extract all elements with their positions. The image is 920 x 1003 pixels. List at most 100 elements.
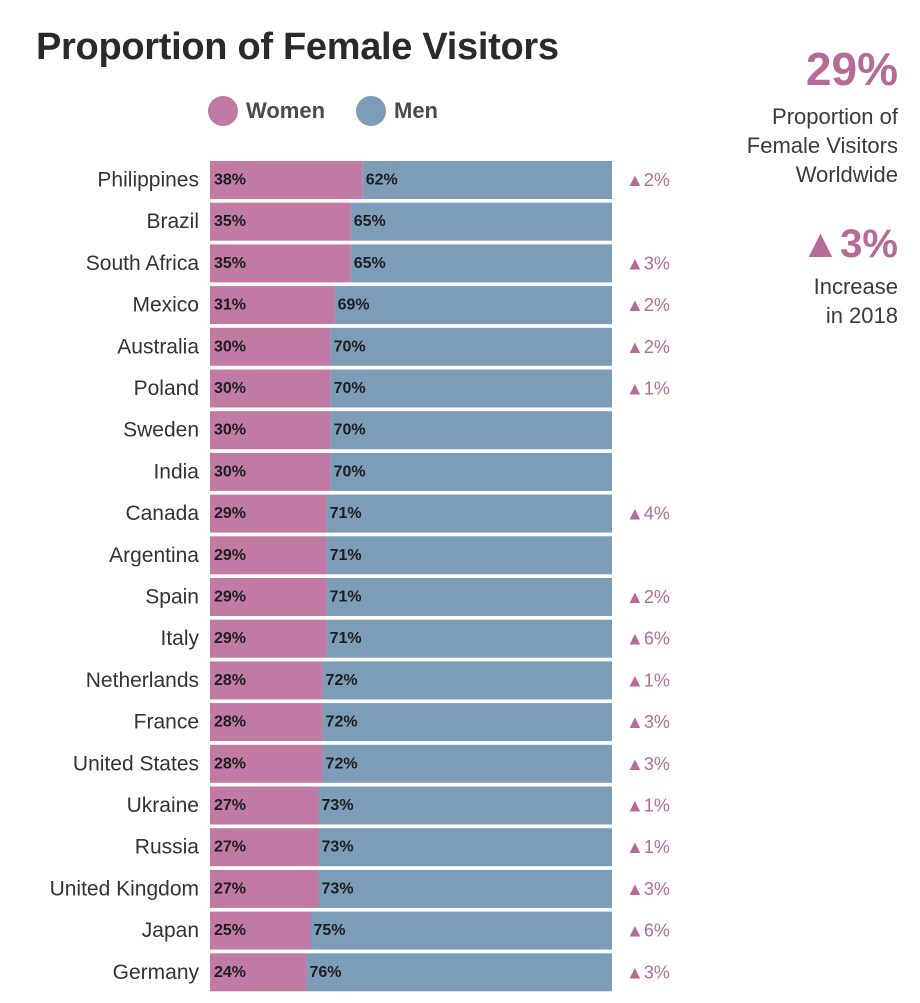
legend-label-women: Women	[246, 98, 326, 123]
bar-women-south-africa	[210, 244, 351, 283]
bar-women-australia	[210, 327, 331, 366]
increase-summary: ▲3% Increase in 2018	[801, 224, 898, 330]
bar-men-netherlands	[322, 661, 612, 700]
change-label-spain: ▲2%	[626, 587, 670, 607]
data-label-men-sweden: 70%	[334, 422, 366, 439]
chart-title: Proportion of Female Visitors	[36, 26, 559, 68]
data-label-women-russia: 27%	[214, 839, 246, 856]
data-label-men-united-kingdom: 73%	[322, 880, 354, 897]
data-label-men-india: 70%	[334, 463, 366, 480]
bar-women-netherlands	[210, 661, 323, 700]
data-label-women-united-kingdom: 27%	[214, 880, 246, 897]
category-label-sweden: Sweden	[123, 419, 199, 442]
category-label-poland: Poland	[134, 377, 199, 400]
data-label-women-poland: 30%	[214, 380, 246, 397]
bar-women-italy	[210, 619, 327, 658]
data-label-men-south-africa: 65%	[354, 255, 386, 272]
bar-women-germany	[210, 953, 307, 992]
category-label-france: France	[134, 711, 199, 734]
bar-men-united-kingdom	[318, 869, 612, 908]
data-label-men-germany: 76%	[309, 964, 341, 981]
legend-swatch-men	[356, 96, 386, 126]
bar-men-south-africa	[350, 244, 612, 283]
bar-women-brazil	[210, 202, 351, 241]
increase-label-line-2: in 2018	[825, 303, 898, 328]
change-label-united-states: ▲3%	[626, 754, 670, 774]
data-label-women-ukraine: 27%	[214, 797, 246, 814]
bar-men-france	[322, 703, 612, 742]
data-label-men-poland: 70%	[334, 380, 366, 397]
bar-women-ukraine	[210, 786, 319, 825]
bar-women-japan	[210, 911, 311, 950]
change-label-italy: ▲6%	[626, 629, 670, 649]
bar-men-spain	[326, 578, 612, 616]
category-label-spain: Spain	[145, 586, 199, 609]
data-label-women-india: 30%	[214, 463, 246, 480]
data-label-women-argentina: 29%	[214, 547, 246, 564]
data-label-men-mexico: 69%	[338, 297, 370, 314]
category-label-netherlands: Netherlands	[86, 669, 199, 692]
bar-women-argentina	[210, 536, 327, 575]
data-label-women-italy: 29%	[214, 630, 246, 647]
change-label-united-kingdom: ▲3%	[626, 879, 670, 899]
bar-women-russia	[210, 828, 319, 867]
change-label-france: ▲3%	[626, 712, 670, 732]
data-label-men-france: 72%	[326, 714, 358, 731]
category-label-japan: Japan	[142, 919, 199, 942]
bar-men-mexico	[334, 286, 612, 325]
category-label-philippines: Philippines	[97, 169, 199, 192]
category-label-ukraine: Ukraine	[127, 794, 199, 817]
category-label-united-states: United States	[73, 752, 199, 775]
data-label-men-netherlands: 72%	[326, 672, 358, 689]
data-label-women-sweden: 30%	[214, 422, 246, 439]
legend-women: Women	[208, 96, 325, 126]
increase-label-line-1: Increase	[813, 274, 898, 299]
bar-women-spain	[210, 578, 327, 616]
category-label-mexico: Mexico	[132, 294, 199, 317]
data-label-women-united-states: 28%	[214, 755, 246, 772]
data-label-women-mexico: 31%	[214, 297, 246, 314]
category-label-canada: Canada	[125, 502, 199, 525]
data-label-men-australia: 70%	[334, 338, 366, 355]
bar-women-united-states	[210, 744, 323, 783]
change-label-canada: ▲4%	[626, 504, 670, 524]
data-label-women-brazil: 35%	[214, 213, 246, 230]
category-label-italy: Italy	[160, 627, 199, 650]
data-label-men-spain: 71%	[330, 589, 362, 606]
bar-women-france	[210, 703, 323, 742]
worldwide-summary: 29% Proportion of Female Visitors Worldw…	[747, 46, 898, 189]
bar-women-india	[210, 452, 331, 491]
category-label-south-africa: South Africa	[86, 252, 200, 275]
change-label-australia: ▲2%	[626, 337, 670, 357]
worldwide-value: 29%	[805, 43, 898, 95]
worldwide-label-line-1: Proportion of	[772, 104, 898, 129]
bar-men-brazil	[350, 202, 612, 241]
data-label-women-netherlands: 28%	[214, 672, 246, 689]
bar-men-italy	[326, 619, 612, 658]
bar-men-ukraine	[318, 786, 612, 825]
data-label-women-south-africa: 35%	[214, 255, 246, 272]
bar-women-poland	[210, 369, 331, 408]
data-label-women-canada: 29%	[214, 505, 246, 522]
data-label-men-brazil: 65%	[354, 213, 386, 230]
change-label-mexico: ▲2%	[626, 295, 670, 315]
data-label-men-canada: 71%	[330, 505, 362, 522]
data-label-men-japan: 75%	[314, 922, 346, 939]
change-label-russia: ▲1%	[626, 837, 670, 857]
bar-men-sweden	[330, 411, 612, 450]
bar-men-russia	[318, 828, 612, 867]
bar-men-canada	[326, 494, 612, 533]
change-label-japan: ▲6%	[626, 921, 670, 941]
bar-men-japan	[310, 911, 612, 950]
change-label-germany: ▲3%	[626, 962, 670, 982]
bar-men-germany	[306, 953, 612, 992]
worldwide-label-line-2: Female Visitors	[746, 133, 898, 158]
change-label-netherlands: ▲1%	[626, 670, 670, 690]
category-label-russia: Russia	[135, 836, 200, 859]
data-label-women-germany: 24%	[214, 964, 246, 981]
category-label-argentina: Argentina	[109, 544, 199, 567]
category-label-united-kingdom: United Kingdom	[50, 877, 199, 900]
category-label-germany: Germany	[113, 961, 200, 984]
bar-men-philippines	[362, 161, 612, 199]
